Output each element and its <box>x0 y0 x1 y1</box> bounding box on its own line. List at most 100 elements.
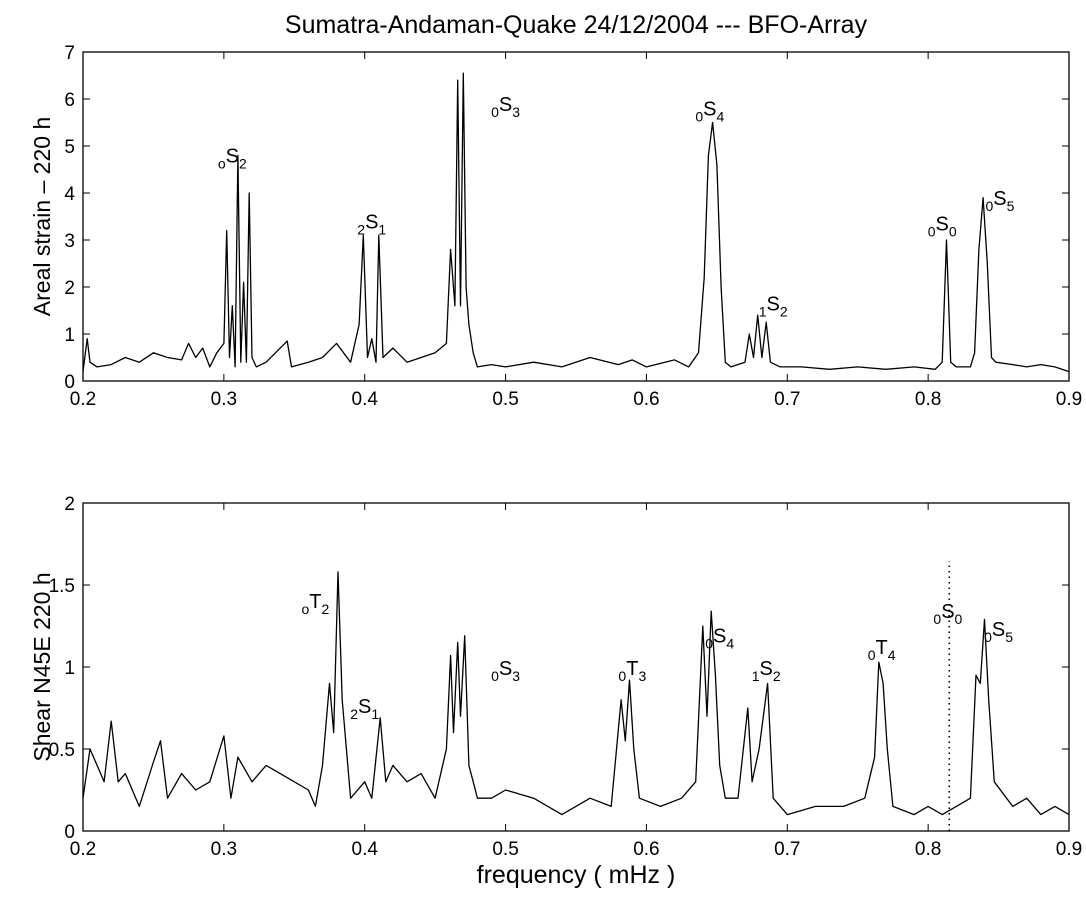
mode-label: 1S2 <box>759 294 788 320</box>
mode-label: 0T3 <box>618 658 646 684</box>
mode-label-order: o <box>302 601 310 617</box>
mode-label: 0S0 <box>933 601 962 627</box>
plot-frame <box>82 502 1070 832</box>
mode-label-order: 2 <box>357 221 365 237</box>
mode-label: 2S1 <box>350 696 379 722</box>
mode-label-type: S <box>992 619 1005 641</box>
x-tick-label: 0.2 <box>70 389 96 410</box>
mode-label: 2S1 <box>357 211 386 237</box>
mode-label-type: S <box>767 294 780 316</box>
x-tick-label: 0.6 <box>633 839 659 860</box>
mode-label-degree: 1 <box>371 706 379 722</box>
mode-label: 0S0 <box>928 214 957 240</box>
x-tick-label: 0.7 <box>774 839 800 860</box>
y-tick-label: 0 <box>64 822 75 843</box>
y-axis-label: Shear N45E 220 h <box>29 572 55 761</box>
x-tick-label: 0.9 <box>1056 839 1082 860</box>
mode-label-type: S <box>365 211 378 233</box>
x-axis-label: frequency ( mHz ) <box>477 861 676 889</box>
y-tick-label: 0 <box>64 372 75 393</box>
plot-frame <box>82 51 1070 382</box>
y-axis-label: Areal strain – 220 h <box>29 117 55 316</box>
mode-label-type: S <box>936 214 949 236</box>
x-tick-label: 0.5 <box>492 839 518 860</box>
mode-label-order: 0 <box>933 611 941 627</box>
mode-label-order: 0 <box>868 647 876 663</box>
mode-label-order: 0 <box>618 668 626 684</box>
mode-label-type: S <box>941 601 954 623</box>
mode-label-type: S <box>993 188 1006 210</box>
mode-label-order: 0 <box>491 104 499 120</box>
mode-label-type: S <box>499 658 512 680</box>
mode-label-degree: 2 <box>780 304 788 320</box>
mode-label-type: S <box>703 98 716 120</box>
x-tick-label: 0.4 <box>352 839 379 860</box>
mode-label: 0S4 <box>705 625 734 651</box>
y-tick-label: 5 <box>64 137 75 158</box>
shear-panel: 0.2 0.3 0.4 0.5 0.6 0.7 0.8 0.9 0 0.5 1 1.5 2 Shear N… <box>29 494 1082 889</box>
x-tick-label: 0.2 <box>70 839 96 860</box>
mode-label-degree: 2 <box>239 155 247 171</box>
mode-label-degree: 2 <box>322 601 330 617</box>
mode-label-degree: 3 <box>512 668 520 684</box>
mode-label-order: 0 <box>928 224 936 240</box>
mode-label-type: S <box>499 94 512 116</box>
mode-label: oS2 <box>218 145 247 171</box>
mode-label-order: 0 <box>695 108 703 124</box>
mode-label-degree: 3 <box>512 104 520 120</box>
mode-label-order: 0 <box>986 198 994 214</box>
y-tick-label: 3 <box>64 231 75 252</box>
figure-title: Sumatra-Andaman-Quake 24/12/2004 --- BFO… <box>285 11 868 39</box>
y-tick-label: 0.5 <box>49 740 75 761</box>
y-tick-label: 1 <box>64 658 75 679</box>
x-tick-label: 0.8 <box>915 839 941 860</box>
mode-label-type: S <box>759 658 772 680</box>
y-tick-label: 1 <box>64 325 75 346</box>
mode-label-order: 1 <box>752 668 760 684</box>
mode-label-type: S <box>226 145 239 167</box>
mode-label-degree: 4 <box>726 635 734 651</box>
mode-label: 0S3 <box>491 94 520 120</box>
mode-label-degree: 5 <box>1007 198 1015 214</box>
mode-label-order: 1 <box>759 304 767 320</box>
mode-label-degree: 0 <box>955 611 963 627</box>
y-tick-label: 7 <box>64 43 75 64</box>
mode-label-order: 0 <box>984 629 992 645</box>
x-tick-label: 0.6 <box>633 389 659 410</box>
x-tick-label: 0.3 <box>211 389 237 410</box>
mode-label: 0S5 <box>984 619 1013 645</box>
mode-label: 0T4 <box>868 637 896 663</box>
mode-label-order: 2 <box>350 706 358 722</box>
mode-label-order: o <box>218 155 226 171</box>
x-tick-label: 0.9 <box>1056 389 1082 410</box>
mode-label: 0S4 <box>695 98 724 124</box>
x-tick-label: 0.3 <box>211 839 237 860</box>
mode-label: 0S3 <box>491 658 520 684</box>
mode-label-type: T <box>876 637 888 659</box>
mode-label-type: T <box>626 658 638 680</box>
mode-label-degree: 0 <box>949 224 957 240</box>
mode-label-degree: 5 <box>1005 629 1013 645</box>
mode-label: 0S5 <box>986 188 1015 214</box>
y-tick-label: 1.5 <box>49 576 75 597</box>
mode-label: 1S2 <box>752 658 781 684</box>
mode-label-degree: 4 <box>888 647 896 663</box>
x-tick-label: 0.8 <box>915 389 941 410</box>
spectrum-line <box>82 571 1070 816</box>
mode-label-degree: 2 <box>773 668 781 684</box>
mode-label-type: S <box>358 696 371 718</box>
spectrum-line <box>82 72 1070 373</box>
y-tick-label: 2 <box>64 278 75 299</box>
y-tick-label: 4 <box>64 184 75 205</box>
mode-label-type: S <box>713 625 726 647</box>
x-tick-label: 0.4 <box>352 389 379 410</box>
mode-label-degree: 3 <box>638 668 646 684</box>
mode-label-degree: 4 <box>716 108 724 124</box>
mode-label-degree: 1 <box>378 221 386 237</box>
x-tick-label: 0.7 <box>774 389 800 410</box>
x-tick-label: 0.5 <box>492 389 518 410</box>
mode-label-order: 0 <box>705 635 713 651</box>
y-tick-label: 6 <box>64 90 75 111</box>
